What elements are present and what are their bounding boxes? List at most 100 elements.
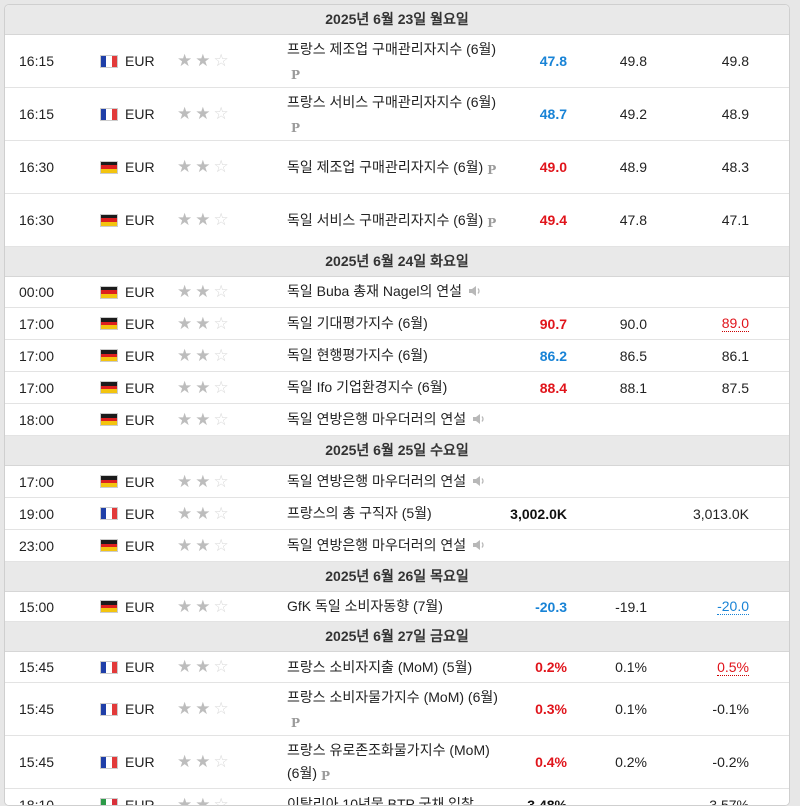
star-icon: ★ [177, 504, 195, 524]
event-time: 19:00 [19, 498, 54, 529]
currency-code: EUR [125, 53, 155, 69]
event-name-link[interactable]: 프랑스 제조업 구매관리자지수 (6월) [287, 41, 496, 57]
event-name-link[interactable]: GfK 독일 소비자동향 (7월) [287, 598, 443, 614]
revised-previous-value[interactable]: -20.0 [717, 598, 749, 615]
previous-value: 47.1 [722, 194, 749, 246]
currency: EUR [100, 308, 155, 339]
event-name-link[interactable]: 독일 연방은행 마우더러의 연설 [287, 411, 466, 427]
star-icon: ★ [177, 597, 195, 617]
star-icon: ★ [177, 157, 195, 177]
star-icon: ★ [177, 536, 195, 556]
star-outline-icon: ☆ [214, 410, 232, 430]
event-name-cell[interactable]: 프랑스 유로존조화물가지수 (MoM) (6월)P [287, 736, 499, 788]
event-name-cell[interactable]: 프랑스의 총 구직자 (5월) [287, 498, 499, 529]
star-outline-icon: ☆ [214, 314, 232, 334]
event-name-cell[interactable]: GfK 독일 소비자동향 (7월) [287, 592, 499, 621]
currency: EUR [100, 683, 155, 735]
event-name-link[interactable]: 프랑스 서비스 구매관리자지수 (6월) [287, 94, 496, 110]
star-icon: ★ [177, 472, 195, 492]
event-name-link[interactable]: 이탈리아 10년물 BTP 국채 입찰 [287, 796, 474, 806]
star-icon: ★ [177, 699, 195, 719]
star-icon: ★ [195, 699, 213, 719]
event-name-cell[interactable]: 독일 Ifo 기업환경지수 (6월) [287, 372, 499, 403]
event-name-cell[interactable]: 프랑스 서비스 구매관리자지수 (6월)P [287, 88, 499, 140]
importance-stars: ★★☆ [177, 88, 232, 140]
event-name-cell[interactable]: 독일 기대평가지수 (6월) [287, 308, 499, 339]
star-icon: ★ [177, 410, 195, 430]
currency-code: EUR [125, 538, 155, 554]
event-name-link[interactable]: 독일 현행평가지수 (6월) [287, 347, 428, 363]
event-name-link[interactable]: 프랑스 소비자지출 (MoM) (5월) [287, 659, 472, 675]
france-flag-icon [100, 703, 118, 716]
event-name-link[interactable]: 프랑스 소비자물가지수 (MoM) (6월) [287, 689, 498, 705]
star-icon: ★ [195, 597, 213, 617]
event-time: 23:00 [19, 530, 54, 561]
star-outline-icon: ☆ [214, 536, 232, 556]
event-name-cell[interactable]: 독일 현행평가지수 (6월) [287, 340, 499, 371]
germany-flag-icon [100, 413, 118, 426]
event-name-link[interactable]: 독일 연방은행 마우더러의 연설 [287, 473, 466, 489]
forecast-value: 86.5 [620, 340, 647, 371]
event-name-cell[interactable]: 독일 Buba 총재 Nagel의 연설 [287, 277, 499, 307]
previous-value: -20.0 [717, 592, 749, 621]
event-name-link[interactable]: 독일 Buba 총재 Nagel의 연설 [287, 283, 462, 299]
date-header: 2025년 6월 27일 금요일 [5, 622, 789, 652]
currency-code: EUR [125, 106, 155, 122]
event-name-cell[interactable]: 프랑스 제조업 구매관리자지수 (6월) P [287, 35, 499, 87]
date-header: 2025년 6월 25일 수요일 [5, 436, 789, 466]
date-header: 2025년 6월 23일 월요일 [5, 5, 789, 35]
event-name-cell[interactable]: 독일 서비스 구매관리자지수 (6월)P [287, 194, 499, 246]
event-name-cell[interactable]: 프랑스 소비자물가지수 (MoM) (6월)P [287, 683, 499, 735]
event-name-link[interactable]: 독일 Ifo 기업환경지수 (6월) [287, 379, 447, 395]
revised-previous-value[interactable]: 89.0 [722, 315, 749, 332]
star-icon: ★ [195, 795, 213, 806]
event-name-cell[interactable]: 프랑스 소비자지출 (MoM) (5월) [287, 652, 499, 682]
currency: EUR [100, 530, 155, 561]
star-icon: ★ [195, 51, 213, 71]
france-flag-icon [100, 661, 118, 674]
star-icon: ★ [195, 210, 213, 230]
event-name-link[interactable]: 독일 기대평가지수 (6월) [287, 315, 428, 331]
germany-flag-icon [100, 539, 118, 552]
currency: EUR [100, 652, 155, 682]
event-name-cell[interactable]: 이탈리아 10년물 BTP 국채 입찰 [287, 789, 499, 806]
actual-value: 90.7 [540, 308, 567, 339]
event-name-link[interactable]: 프랑스의 총 구직자 (5월) [287, 505, 432, 521]
forecast-value: 48.9 [620, 141, 647, 193]
star-outline-icon: ☆ [214, 51, 232, 71]
event-name-cell[interactable]: 독일 연방은행 마우더러의 연설 [287, 530, 499, 561]
actual-value: 3.48% [527, 789, 567, 806]
star-icon: ★ [177, 795, 195, 806]
star-icon: ★ [195, 346, 213, 366]
event-name-link[interactable]: 프랑스 유로존조화물가지수 (MoM) (6월) [287, 742, 490, 781]
star-icon: ★ [195, 657, 213, 677]
currency-code: EUR [125, 316, 155, 332]
event-name-cell[interactable]: 독일 연방은행 마우더러의 연설 [287, 466, 499, 497]
event-name-link[interactable]: 독일 연방은행 마우더러의 연설 [287, 537, 466, 553]
revised-previous-value[interactable]: 0.5% [717, 659, 749, 676]
event-name-cell[interactable]: 독일 제조업 구매관리자지수 (6월)P [287, 141, 499, 193]
event-name-cell[interactable]: 독일 연방은행 마우더러의 연설 [287, 404, 499, 435]
event-name-link[interactable]: 독일 제조업 구매관리자지수 (6월) [287, 159, 483, 175]
preliminary-icon: P [291, 69, 302, 81]
star-outline-icon: ☆ [214, 795, 232, 806]
event-name-link[interactable]: 독일 서비스 구매관리자지수 (6월) [287, 212, 483, 228]
star-outline-icon: ☆ [214, 210, 232, 230]
